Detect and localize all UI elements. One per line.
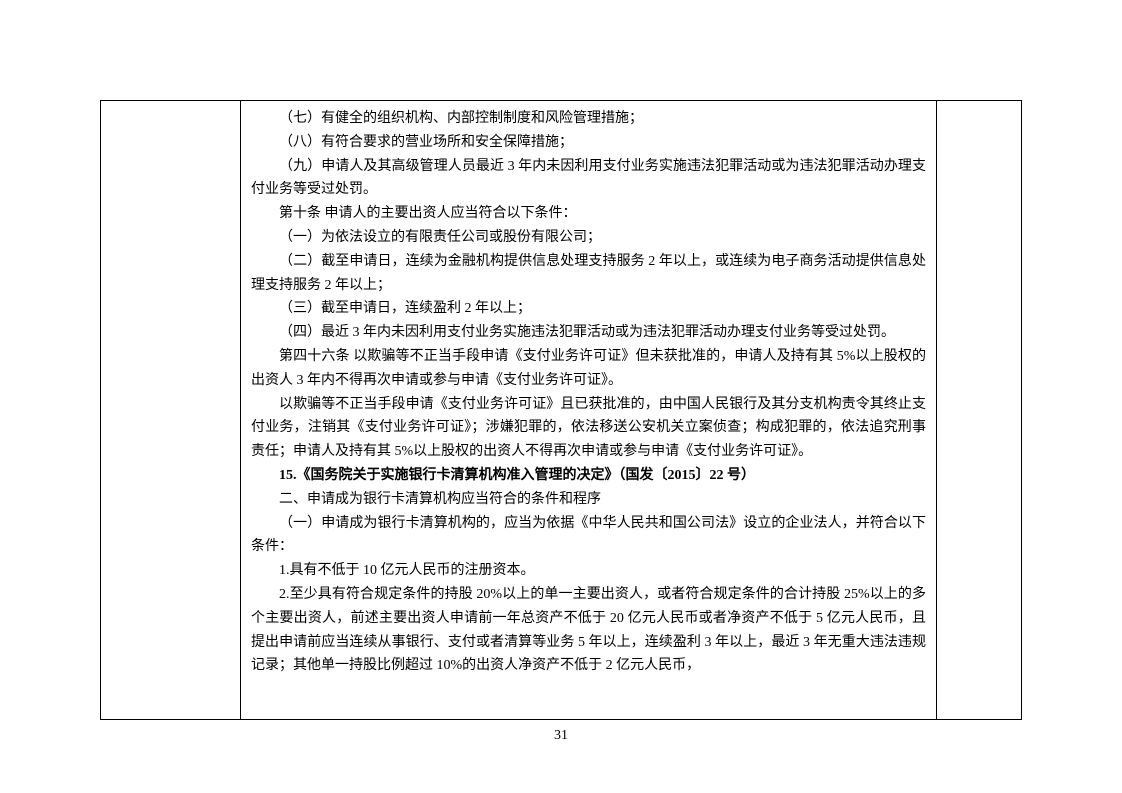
paragraph-12: （一）申请成为银行卡清算机构的，应当为依据《中华人民共和国公司法》设立的企业法人…	[251, 512, 926, 560]
column-right	[936, 101, 1021, 719]
paragraph-13: 1.具有不低于 10 亿元人民币的注册资本。	[251, 559, 926, 583]
paragraph-3: 第十条 申请人的主要出资人应当符合以下条件：	[251, 202, 926, 226]
content-table: （七）有健全的组织机构、内部控制制度和风险管理措施；（八）有符合要求的营业场所和…	[100, 100, 1022, 720]
paragraph-5: （二）截至申请日，连续为金融机构提供信息处理支持服务 2 年以上，或连续为电子商…	[251, 250, 926, 298]
paragraph-14: 2.至少具有符合规定条件的持股 20%以上的单一主要出资人，或者符合规定条件的合…	[251, 583, 926, 678]
paragraph-7: （四）最近 3 年内未因利用支付业务实施违法犯罪活动或为违法犯罪活动办理支付业务…	[251, 321, 926, 345]
paragraph-10: 15.《国务院关于实施银行卡清算机构准入管理的决定》（国发〔2015〕22 号）	[251, 464, 926, 488]
page-container: （七）有健全的组织机构、内部控制制度和风险管理措施；（八）有符合要求的营业场所和…	[0, 0, 1122, 793]
paragraph-0: （七）有健全的组织机构、内部控制制度和风险管理措施；	[251, 107, 926, 131]
paragraph-4: （一）为依法设立的有限责任公司或股份有限公司；	[251, 226, 926, 250]
paragraph-2: （九）申请人及其高级管理人员最近 3 年内未因利用支付业务实施违法犯罪活动或为违…	[251, 155, 926, 203]
column-left	[101, 101, 241, 719]
paragraph-11: 二、申请成为银行卡清算机构应当符合的条件和程序	[251, 488, 926, 512]
paragraph-8: 第四十六条 以欺骗等不正当手段申请《支付业务许可证》但未获批准的，申请人及持有其…	[251, 345, 926, 393]
paragraph-6: （三）截至申请日，连续盈利 2 年以上；	[251, 297, 926, 321]
column-main: （七）有健全的组织机构、内部控制制度和风险管理措施；（八）有符合要求的营业场所和…	[241, 101, 936, 719]
page-number: 31	[100, 728, 1022, 744]
paragraph-1: （八）有符合要求的营业场所和安全保障措施；	[251, 131, 926, 155]
paragraph-9: 以欺骗等不正当手段申请《支付业务许可证》且已获批准的，由中国人民银行及其分支机构…	[251, 393, 926, 464]
